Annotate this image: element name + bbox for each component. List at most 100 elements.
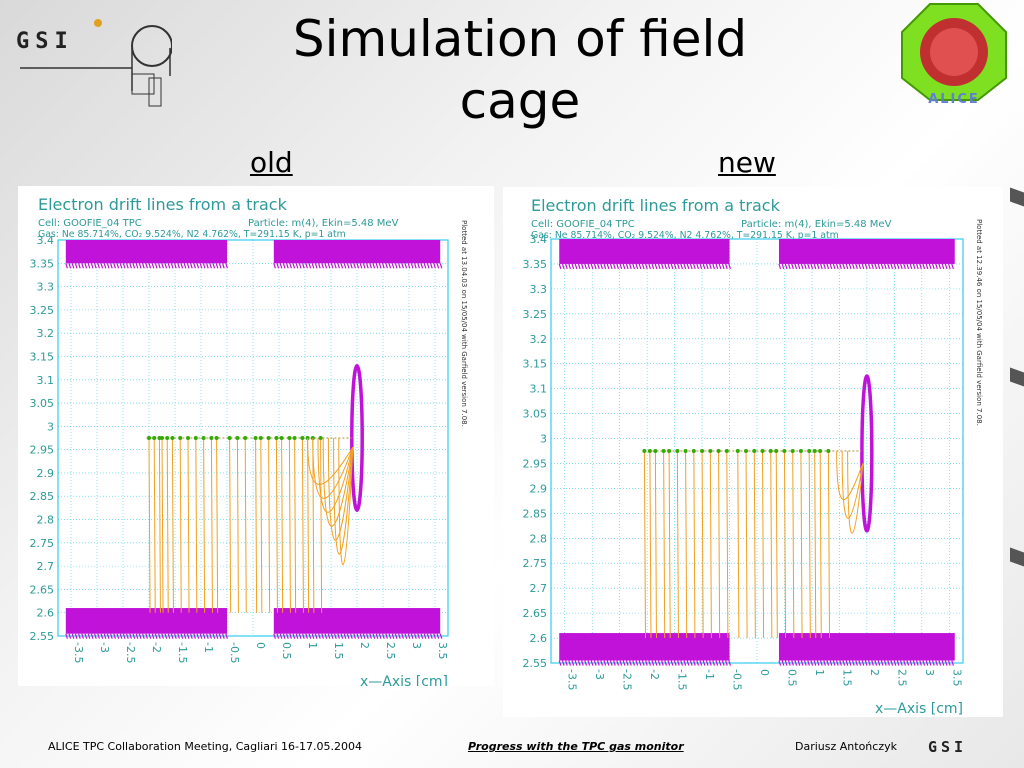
- chart-title: Electron drift lines from a track: [38, 195, 288, 214]
- x-tick-label: 3: [923, 669, 936, 676]
- track-point: [279, 436, 284, 440]
- track-point: [774, 449, 779, 453]
- x-tick-label: -2: [648, 669, 661, 680]
- y-tick-label: 2.8: [530, 532, 548, 545]
- track-point: [227, 436, 232, 440]
- chart-new: Electron drift lines from a track Cell: G…: [523, 196, 984, 717]
- drift-line: [320, 437, 323, 613]
- track-point: [826, 449, 831, 453]
- drift-line: [808, 450, 811, 639]
- gas-line: Gas: Ne 85.714%, CO₂ 9.524%, N2 4.762%, …: [38, 229, 346, 240]
- alice-logo-text: ALICE: [928, 92, 980, 107]
- track-point: [708, 449, 713, 453]
- x-tick-label: 1.5: [332, 642, 345, 660]
- track-point: [807, 449, 812, 453]
- track-point: [752, 449, 757, 453]
- drift-line: [709, 450, 712, 639]
- drift-line: [814, 450, 817, 639]
- x-axis-label: x—Axis [cm]: [875, 701, 963, 717]
- y-tick-label: 3.1: [37, 374, 55, 387]
- plot-side-note: Plotted at 13.04.03 on 15/05/04 with Gar…: [460, 220, 468, 427]
- plot-new: Electron drift lines from a track Cell: G…: [503, 187, 1003, 717]
- drift-line: [693, 450, 696, 639]
- footer-gsi-logo: GSI: [928, 738, 967, 754]
- drift-line: [158, 437, 161, 613]
- y-tick-label: 3.15: [523, 358, 548, 371]
- drift-line: [281, 437, 284, 613]
- wire-band-teeth: [65, 633, 228, 639]
- x-tick-label: 2.5: [895, 669, 908, 687]
- drift-line: [654, 450, 657, 639]
- y-tick-label: 2.75: [523, 557, 548, 570]
- track-point: [235, 436, 240, 440]
- track-point: [782, 449, 787, 453]
- footer-talk: Progress with the TPC gas monitor: [468, 740, 684, 753]
- x-tick-label: -3.5: [72, 642, 85, 663]
- plot-old: Electron drift lines from a track Cell: G…: [18, 186, 494, 690]
- drift-line: [737, 450, 740, 639]
- track-point: [675, 449, 680, 453]
- drift-line: [701, 450, 704, 639]
- drift-line: [294, 437, 297, 613]
- track-point: [744, 449, 749, 453]
- curved-drift-line: [307, 437, 354, 485]
- drift-line: [745, 450, 748, 639]
- y-tick-label: 2.95: [523, 457, 548, 470]
- x-tick-label: 0.5: [280, 642, 293, 660]
- wire-band: [559, 633, 730, 661]
- x-tick-label: 0.5: [785, 669, 798, 687]
- track-point: [186, 436, 190, 440]
- drift-line: [827, 450, 831, 639]
- footer-gsi-text: GSI: [928, 738, 967, 754]
- curved-drift-line: [322, 437, 354, 527]
- y-tick-label: 2.65: [30, 583, 55, 596]
- drift-line: [726, 450, 729, 639]
- drift-line: [268, 437, 271, 613]
- track-point: [661, 449, 666, 453]
- curved-drift-line: [338, 437, 354, 566]
- y-tick-label: 3.25: [523, 308, 548, 321]
- wire-band: [559, 239, 730, 264]
- track-point: [170, 436, 175, 440]
- gsi-logo-text: GSI: [16, 29, 74, 54]
- curved-drift-line: [841, 450, 864, 519]
- y-tick-label: 3.2: [530, 333, 548, 346]
- track-point: [214, 436, 219, 440]
- track-point: [152, 436, 157, 440]
- new-label: new: [718, 146, 776, 179]
- x-tick-label: 2: [868, 669, 881, 676]
- drift-line: [260, 437, 263, 613]
- drift-line: [203, 437, 206, 613]
- track-point: [667, 449, 672, 453]
- drift-line: [153, 437, 156, 613]
- track-point: [700, 449, 705, 453]
- drift-line: [171, 437, 174, 613]
- y-tick-label: 3: [540, 433, 547, 446]
- track-point: [798, 449, 803, 453]
- old-label: old: [250, 146, 293, 179]
- drift-line: [301, 437, 304, 613]
- x-tick-label: -1.5: [676, 669, 689, 690]
- wire-band-teeth: [558, 660, 732, 666]
- x-tick-label: 0: [758, 669, 771, 676]
- y-tick-label: 2.75: [30, 537, 55, 550]
- drift-line: [210, 437, 213, 613]
- curved-drift-line: [317, 437, 354, 513]
- wire-band: [65, 240, 227, 264]
- x-tick-label: -1: [703, 669, 716, 680]
- drift-line: [663, 450, 666, 639]
- drift-line: [288, 437, 291, 613]
- plot-side-note: Plotted at 12.39.46 on 15/05/04 with Gar…: [975, 219, 983, 426]
- x-tick-label: 1.5: [840, 669, 853, 687]
- field-ellipse: [860, 374, 874, 533]
- x-tick-label: -2.5: [621, 669, 634, 690]
- curved-drift-line: [333, 437, 354, 555]
- y-tick-label: 2.85: [30, 490, 55, 503]
- particle-line: Particle: m(4), Ekin=5.48 MeV: [248, 218, 399, 229]
- track-point: [266, 436, 271, 440]
- y-tick-label: 2.8: [37, 514, 55, 527]
- track-point: [243, 436, 248, 440]
- drift-line: [216, 437, 219, 613]
- y-tick-label: 3.35: [30, 257, 55, 270]
- track-point: [716, 449, 721, 453]
